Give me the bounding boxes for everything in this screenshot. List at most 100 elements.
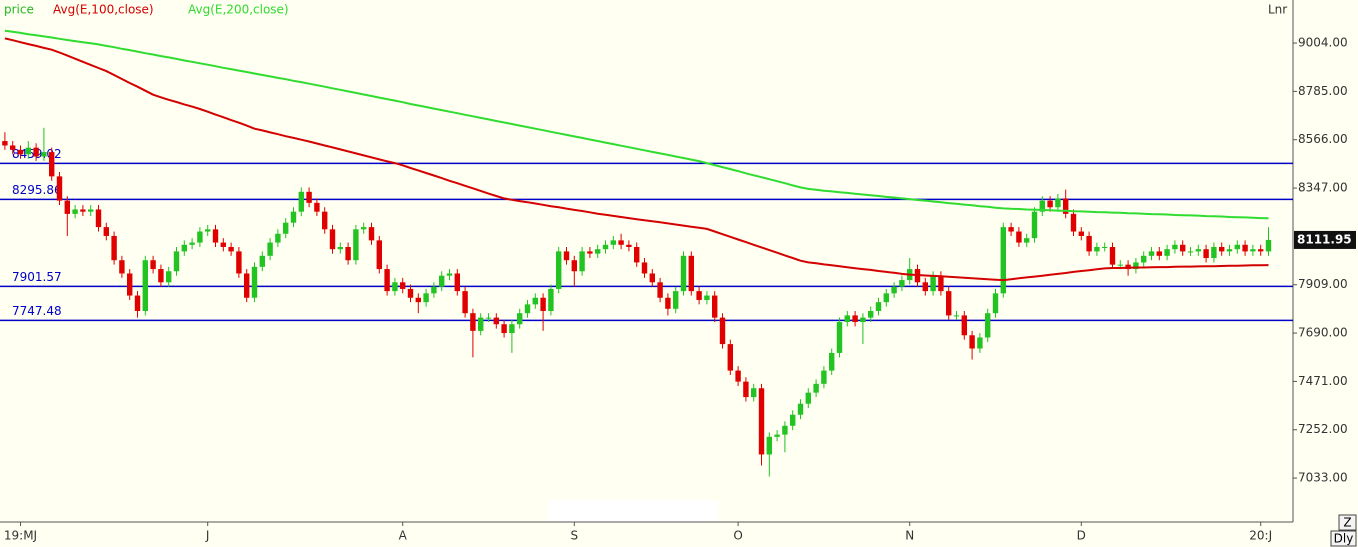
- y-tick-label: 7909.00: [1298, 277, 1348, 291]
- zoom-label[interactable]: Z: [1343, 516, 1351, 530]
- y-tick-label: 9004.00: [1298, 36, 1348, 50]
- x-tick-label: J: [205, 529, 210, 543]
- candle-body: [1016, 231, 1022, 243]
- candle-body: [649, 273, 655, 283]
- candle-body: [1258, 249, 1264, 252]
- level-label: 7747.48: [12, 304, 62, 318]
- candle-body: [641, 262, 648, 274]
- candle-body: [1094, 246, 1100, 252]
- candle-body: [634, 246, 640, 263]
- candle-body: [868, 310, 874, 318]
- level-label: 8295.86: [12, 183, 62, 197]
- candle-body: [751, 388, 757, 398]
- candle-body: [368, 227, 375, 241]
- candle-body: [244, 273, 250, 298]
- candle-body: [205, 229, 211, 232]
- candle-body: [251, 266, 258, 298]
- candle-body: [462, 291, 468, 314]
- candle-body: [532, 297, 538, 305]
- candle-body: [953, 315, 960, 317]
- candle-body: [1008, 227, 1014, 232]
- candle-body: [509, 324, 515, 334]
- candle-body: [33, 147, 39, 157]
- candle-body: [384, 269, 390, 292]
- candle-body: [860, 317, 866, 323]
- candle-body: [579, 251, 585, 272]
- candle-body: [329, 229, 336, 250]
- candle-body: [1117, 264, 1123, 266]
- moving-average-line: [4, 29, 1269, 220]
- x-tick-label: 19:MJ: [4, 529, 37, 543]
- candle-body: [1226, 249, 1233, 252]
- candle-body: [813, 383, 819, 393]
- candle-body: [1086, 235, 1092, 252]
- candle-body: [454, 273, 460, 292]
- candle-body: [376, 240, 382, 270]
- candle-body: [821, 370, 827, 384]
- candle-body: [1055, 198, 1061, 208]
- y-tick-label: 7471.00: [1298, 374, 1348, 388]
- y-tick-label: 7252.00: [1298, 422, 1348, 436]
- last-price-box: [1294, 230, 1356, 249]
- candle-body: [111, 235, 117, 261]
- legend-ema200: Avg(E,200,close): [188, 3, 289, 17]
- candle-body: [743, 381, 749, 398]
- period-label[interactable]: Dly: [1334, 532, 1354, 546]
- candle-body: [49, 152, 55, 177]
- candle-body: [212, 229, 219, 243]
- candle-body: [556, 251, 562, 289]
- candle-body: [1141, 255, 1147, 263]
- candle-body: [1047, 200, 1053, 208]
- candle-body: [517, 313, 523, 325]
- candle-body: [727, 344, 733, 371]
- candle-body: [922, 282, 928, 292]
- candle-body: [829, 352, 835, 371]
- candle-body: [1265, 239, 1272, 252]
- candle-body: [95, 209, 102, 228]
- candle-body: [1031, 211, 1038, 239]
- candle-body: [883, 293, 889, 303]
- candle-body: [1063, 198, 1069, 214]
- candle-body: [407, 288, 414, 298]
- candle-body: [446, 273, 453, 276]
- candle-body: [322, 211, 328, 230]
- candle-body: [236, 251, 242, 274]
- candle-body: [758, 388, 765, 455]
- candle-body: [361, 227, 367, 230]
- level-label: 7901.57: [12, 270, 62, 284]
- candle-body: [485, 317, 492, 319]
- candle-body: [298, 191, 304, 212]
- candle-body: [306, 191, 312, 203]
- y-tick-label: 8566.00: [1298, 132, 1348, 146]
- y-tick-label: 7690.00: [1298, 326, 1348, 340]
- blank-patch: [548, 500, 718, 522]
- candle-body: [1039, 200, 1045, 212]
- candle-body: [56, 176, 63, 201]
- candle-body: [1211, 246, 1217, 259]
- candle-body: [985, 313, 991, 338]
- candle-body: [680, 255, 687, 292]
- candle-body: [626, 244, 632, 247]
- candle-body: [1180, 244, 1186, 252]
- candle-body: [127, 273, 133, 296]
- period-button[interactable]: [1330, 530, 1357, 547]
- candle-body: [1070, 213, 1077, 232]
- candle-body: [103, 227, 109, 236]
- y-tick-label: 8785.00: [1298, 84, 1348, 98]
- x-tick-label: O: [733, 529, 742, 543]
- candle-body: [1195, 249, 1201, 252]
- candle-body: [961, 315, 967, 336]
- y-tick-label: 8347.00: [1298, 181, 1348, 195]
- candle-body: [1203, 249, 1209, 259]
- candle-body: [688, 255, 694, 292]
- candle-body: [673, 291, 679, 309]
- candle-body: [25, 147, 31, 155]
- candle-body: [1187, 251, 1194, 253]
- zoom-button[interactable]: [1338, 514, 1357, 531]
- candle-body: [1024, 238, 1030, 243]
- candle-body: [1172, 244, 1178, 250]
- moving-average-line: [4, 37, 1269, 282]
- candle-body: [478, 317, 484, 331]
